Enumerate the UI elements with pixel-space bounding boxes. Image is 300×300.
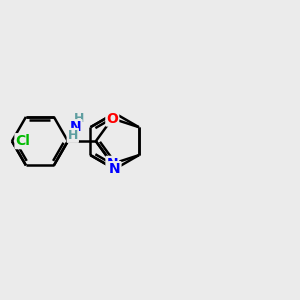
Text: H: H — [68, 129, 78, 142]
Text: H: H — [74, 112, 84, 125]
Text: N: N — [109, 162, 121, 176]
Text: N: N — [70, 120, 82, 134]
Text: Cl: Cl — [16, 134, 30, 148]
Text: O: O — [106, 112, 118, 125]
Text: N: N — [106, 157, 118, 171]
